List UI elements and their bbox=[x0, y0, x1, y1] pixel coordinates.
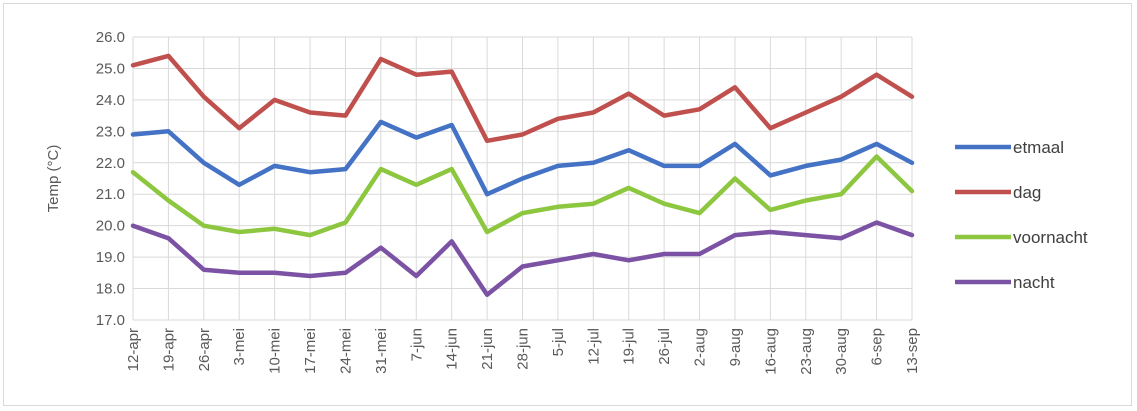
x-tick-label: 19-apr bbox=[160, 328, 177, 371]
y-tick-label: 23.0 bbox=[96, 123, 125, 140]
y-tick-label: 24.0 bbox=[96, 92, 125, 109]
x-tick-label: 6-sep bbox=[869, 328, 886, 366]
y-tick-label: 25.0 bbox=[96, 60, 125, 77]
series-lines bbox=[130, 53, 915, 298]
x-tick-label: 26-jul bbox=[656, 328, 673, 365]
legend: etmaal dag voornacht nacht bbox=[955, 138, 1088, 292]
x-tick-label: 28-jun bbox=[515, 328, 532, 370]
x-axis-ticks: 12-apr 19-apr 26-apr 3-mei 10-mei 17-mei 24-me… bbox=[125, 328, 921, 375]
x-tick-label: 16-aug bbox=[762, 328, 779, 375]
x-tick-label: 24-mei bbox=[337, 328, 354, 374]
legend-label-voornacht: voornacht bbox=[1013, 228, 1088, 247]
x-tick-label: 5-jul bbox=[550, 328, 567, 356]
legend-label-dag: dag bbox=[1013, 183, 1041, 202]
series-line-voornacht bbox=[130, 154, 915, 238]
y-tick-label: 21.0 bbox=[96, 186, 125, 203]
y-tick-label: 20.0 bbox=[96, 218, 125, 235]
y-tick-label: 17.0 bbox=[96, 312, 125, 329]
x-tick-label: 7-jun bbox=[408, 328, 425, 361]
x-tick-label: 14-jun bbox=[444, 328, 461, 370]
series-line-etmaal bbox=[130, 119, 915, 197]
x-tick-label: 17-mei bbox=[302, 328, 319, 374]
series-line-dag bbox=[130, 53, 915, 144]
y-tick-label: 18.0 bbox=[96, 281, 125, 298]
x-tick-label: 9-aug bbox=[727, 328, 744, 366]
x-tick-label: 12-jul bbox=[585, 328, 602, 365]
x-tick-label: 3-mei bbox=[231, 328, 248, 366]
x-tick-label: 13-sep bbox=[904, 328, 921, 374]
y-tick-label: 26.0 bbox=[96, 29, 125, 46]
legend-label-etmaal: etmaal bbox=[1013, 138, 1064, 157]
y-tick-label: 19.0 bbox=[96, 249, 125, 266]
legend-label-nacht: nacht bbox=[1013, 273, 1055, 292]
y-axis-label: Temp (°C) bbox=[45, 145, 62, 213]
x-tick-label: 2-aug bbox=[692, 328, 709, 366]
x-tick-label: 21-jun bbox=[479, 328, 496, 370]
x-tick-label: 26-apr bbox=[196, 328, 213, 371]
y-tick-label: 22.0 bbox=[96, 155, 125, 172]
x-tick-label: 31-mei bbox=[373, 328, 390, 374]
x-tick-label: 19-jul bbox=[621, 328, 638, 365]
y-axis-ticks: 17.0 18.0 19.0 20.0 21.0 22.0 23.0 24.0 25.0 26.0 bbox=[96, 29, 125, 329]
x-tick-label: 10-mei bbox=[267, 328, 284, 374]
x-tick-label: 23-aug bbox=[798, 328, 815, 375]
gridlines bbox=[132, 36, 913, 321]
series-line-nacht bbox=[130, 220, 915, 298]
x-tick-label: 12-apr bbox=[125, 328, 142, 371]
x-tick-label: 30-aug bbox=[833, 328, 850, 375]
